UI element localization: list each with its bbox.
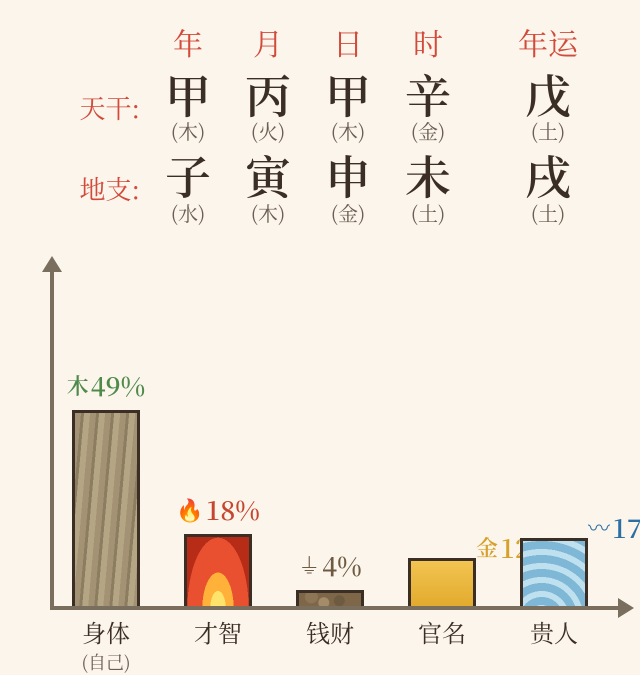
element-icon: ⏚ xyxy=(298,550,320,581)
stem: 辛 xyxy=(388,70,468,118)
bar-label-text: 才智 xyxy=(162,614,274,649)
bar-value: 〰17% xyxy=(588,509,640,546)
bar-rect xyxy=(520,538,588,606)
stem-elem: (土) xyxy=(508,116,588,145)
element-icon: 🔥 xyxy=(176,494,203,525)
branch-elem: (土) xyxy=(388,198,468,227)
branch: 申 xyxy=(308,151,388,199)
branch-elem: (木) xyxy=(228,198,308,227)
bar-rect xyxy=(184,534,252,606)
bar-label-text: 贵人 xyxy=(498,614,610,649)
stem-elem: (木) xyxy=(148,116,228,145)
stem: 甲 xyxy=(148,70,228,118)
branch: 寅 xyxy=(228,151,308,199)
bar-value-text: 17% xyxy=(612,509,640,546)
bar-贵人: 〰17% xyxy=(498,538,610,606)
row-label-dizhi: 地支: xyxy=(60,170,148,207)
bazi-table: 年 月 日 时 年运 天干: 甲(木) 丙(火) 甲(木) 辛(金) 戊(土) … xyxy=(60,20,620,227)
branch-elem: (水) xyxy=(148,198,228,227)
bar-value: ⏚4% xyxy=(270,547,390,584)
stem-elem: (火) xyxy=(228,116,308,145)
branch-elem: (土) xyxy=(508,198,588,227)
stem: 丙 xyxy=(228,70,308,118)
bar-label-text: 官名 xyxy=(386,614,498,649)
bar-rect xyxy=(408,558,476,606)
tiangan-row: 天干: 甲(木) 丙(火) 甲(木) 辛(金) 戊(土) xyxy=(60,70,620,145)
bar-label: 贵人 xyxy=(498,614,610,664)
bar-value-text: 49% xyxy=(91,367,145,404)
bars-container: ⽊49%🔥18%⏚4%金12%〰17% xyxy=(50,270,610,606)
bar-rect xyxy=(72,410,140,606)
bar-value: ⽊49% xyxy=(46,367,166,404)
bar-label: 钱财 xyxy=(274,614,386,664)
row-label-tiangan: 天干: xyxy=(60,89,148,126)
bar-钱财: ⏚4% xyxy=(274,590,386,606)
bar-label: 身体(自己) xyxy=(50,614,162,664)
element-icon: 〰 xyxy=(588,512,610,543)
bar-labels: 身体(自己)才智钱财官名贵人 xyxy=(50,614,610,664)
bar-sublabel: (自己) xyxy=(50,649,162,675)
element-icon: ⽊ xyxy=(67,370,89,401)
bar-label-text: 钱财 xyxy=(274,614,386,649)
bar-value: 🔥18% xyxy=(158,491,278,528)
element-icon: 金 xyxy=(476,532,498,563)
bar-rect xyxy=(296,590,364,606)
stem-elem: (木) xyxy=(308,116,388,145)
bar-label-text: 身体 xyxy=(50,614,162,649)
bar-label: 官名 xyxy=(386,614,498,664)
branch-elem: (金) xyxy=(308,198,388,227)
stem: 甲 xyxy=(308,70,388,118)
bar-value-text: 18% xyxy=(205,491,259,528)
bar-身体: ⽊49% xyxy=(50,410,162,606)
stem-luck: 戊 xyxy=(508,70,588,118)
bar-才智: 🔥18% xyxy=(162,534,274,606)
stem-elem: (金) xyxy=(388,116,468,145)
x-axis xyxy=(50,606,620,610)
branch: 子 xyxy=(148,151,228,199)
bar-label: 才智 xyxy=(162,614,274,664)
bar-官名: 金12% xyxy=(386,558,498,606)
dizhi-row: 地支: 子(水) 寅(木) 申(金) 未(土) 戌(土) xyxy=(60,151,620,226)
elements-bar-chart: ⽊49%🔥18%⏚4%金12%〰17% 身体(自己)才智钱财官名贵人 xyxy=(30,270,620,650)
bar-value-text: 4% xyxy=(322,547,362,584)
branch: 未 xyxy=(388,151,468,199)
branch-luck: 戌 xyxy=(508,151,588,199)
